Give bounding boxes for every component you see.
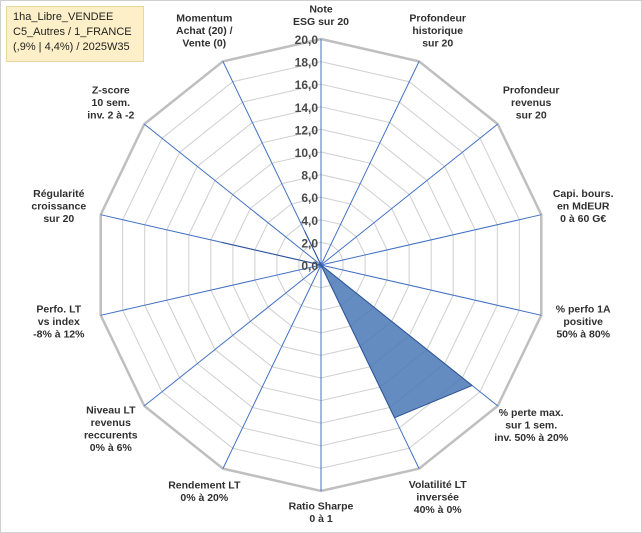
axis-label: Régularité croissance sur 20: [31, 188, 86, 225]
axis-label-line: Z-score: [92, 84, 130, 96]
axis-spoke: [143, 123, 322, 266]
tick-label: 10,0: [295, 146, 319, 160]
axis-label-line: 0% à 20%: [180, 492, 229, 504]
axis-spoke: [320, 264, 542, 316]
axis-label-line: en MdEUR: [557, 201, 610, 213]
axis-label-line: Niveau LT: [86, 405, 136, 417]
tick-label: 18,0: [295, 56, 319, 70]
axis-label-line: inv. 50% à 20%: [494, 432, 569, 444]
axis-label: Rendement LT 0% à 20%: [168, 480, 241, 505]
axis-spoke: [320, 214, 542, 266]
axis-label: Profondeur revenus sur 20: [503, 84, 560, 121]
axis-label-line: vs index: [38, 316, 80, 328]
axis-label-line: 10 sem.: [92, 97, 131, 109]
tick-label: 0,0: [301, 259, 318, 273]
axis-label-line: ESG sur 20: [293, 16, 349, 28]
axis-spoke: [320, 61, 420, 266]
tick-label: 4,0: [301, 214, 318, 228]
axis-label-line: sur 20: [516, 109, 547, 121]
axis-label-line: Note: [309, 4, 332, 16]
axis-label-line: sur 20: [43, 213, 74, 225]
axis-label: Niveau LT revenus reccurents 0% à 6%: [84, 405, 138, 455]
info-box: 1ha_Libre_VENDEE C5_Autres / 1_FRANCE (,…: [6, 6, 144, 62]
axis-label-line: Capi. bours.: [553, 188, 614, 200]
radar-series: [221, 231, 474, 419]
axis-label-line: Profondeur: [409, 13, 466, 25]
axis-label-line: croissance: [31, 201, 86, 213]
axis-label-line: Régularité: [33, 188, 85, 200]
axis-label: Profondeur historique sur 20: [409, 13, 466, 50]
tick-label: 12,0: [295, 123, 319, 137]
tick-label: 16,0: [295, 78, 319, 92]
axis-label-line: inversée: [416, 491, 459, 503]
tick-label: 14,0: [295, 101, 319, 115]
axis-label: Momentum Achat (20) / Vente (0): [176, 13, 233, 50]
axis-label-line: % perte max.: [499, 407, 564, 419]
axis-label-line: Ratio Sharpe: [289, 501, 354, 513]
radar-ticks: 0,0 2,0 4,0 6,0 8,0 10,0 12,0 14,0 16,0 18,0 20,0: [295, 33, 319, 273]
axis-label-line: Momentum: [176, 13, 232, 25]
axis-spoke: [143, 264, 322, 407]
axis-label: Volatilité LT inversée 40% à 0%: [409, 479, 468, 516]
axis-label-line: revenus: [511, 97, 551, 109]
tick-label: 2,0: [301, 236, 318, 250]
axis-label-line: inv. 2 à -2: [87, 109, 134, 121]
axis-spoke: [222, 264, 322, 469]
tick-label: 8,0: [301, 169, 318, 183]
axis-label-line: Volatilité LT: [409, 479, 468, 491]
axis-label-line: Profondeur: [503, 84, 560, 96]
axis-label-line: Rendement LT: [168, 480, 241, 492]
series-area: [221, 231, 474, 419]
axis-label-line: 40% à 0%: [414, 504, 463, 516]
axis-label-line: 50% à 80%: [556, 328, 610, 340]
axis-label-line: positive: [563, 316, 603, 328]
tick-label: 6,0: [301, 191, 318, 205]
axis-label-line: Perfo. LT: [36, 303, 81, 315]
axis-label-line: % perfo 1A: [556, 303, 611, 315]
axis-label-line: sur 20: [422, 38, 453, 50]
axis-label: % perfo 1A positive 50% à 80%: [556, 303, 611, 340]
axis-label: Capi. bours. en MdEUR 0 à 60 G€: [553, 188, 614, 225]
axis-label: Note ESG sur 20: [293, 4, 349, 29]
axis-label: Ratio Sharpe 0 à 1: [289, 501, 354, 526]
axis-label-line: 0% à 6%: [90, 442, 133, 454]
axis-label: Z-score 10 sem. inv. 2 à -2: [87, 84, 134, 121]
axis-label-line: reccurents: [84, 430, 138, 442]
axis-label-line: 0 à 60 G€: [560, 213, 606, 225]
info-line-2: C5_Autres / 1_FRANCE: [13, 26, 132, 38]
tick-label: 20,0: [295, 33, 319, 47]
axis-label-line: Achat (20) /: [176, 25, 233, 37]
axis-spoke: [222, 61, 322, 266]
axis-label-line: historique: [412, 25, 463, 37]
info-line-1: 1ha_Libre_VENDEE: [13, 11, 114, 23]
axis-label-line: 0 à 1: [309, 513, 333, 525]
axis-label-line: revenus: [91, 417, 131, 429]
axis-spoke: [320, 123, 499, 266]
axis-label: Perfo. LT vs index -8% à 12%: [33, 303, 85, 340]
radar-axis-labels: Note ESG sur 20 Profondeur historique sur 20…: [31, 4, 613, 526]
axis-label: % perte max. sur 1 sem. inv. 50% à 20%: [494, 407, 569, 444]
axis-label-line: -8% à 12%: [33, 328, 85, 340]
axis-label-line: Vente (0): [182, 38, 226, 50]
axis-spoke: [100, 264, 322, 316]
axis-label-line: sur 1 sem.: [505, 420, 557, 432]
info-line-3: (,9% | 4,4%) / 2025W35: [13, 41, 130, 53]
